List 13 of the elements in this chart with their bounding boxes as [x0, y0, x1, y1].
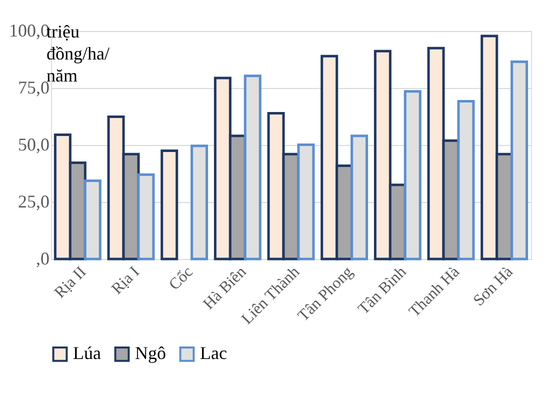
y-tick-label: 50,0	[18, 134, 50, 154]
legend-label: Lúa	[73, 343, 101, 364]
y-tick-label: ,0	[36, 248, 50, 268]
x-tick-label: Rịa I	[108, 264, 144, 298]
y-tick-label: 25,0	[18, 192, 50, 212]
x-tick-label: Hà Biên	[200, 264, 250, 313]
x-tick-label: Cốc	[166, 264, 196, 294]
legend-label: Ngô	[135, 343, 166, 364]
y-tick-label: 100,0	[9, 20, 50, 40]
x-tick-label: Rịa II	[52, 264, 90, 302]
legend-label: Lac	[200, 343, 227, 364]
bar	[160, 149, 178, 260]
x-tick-label: Sơn Hà	[470, 264, 516, 310]
